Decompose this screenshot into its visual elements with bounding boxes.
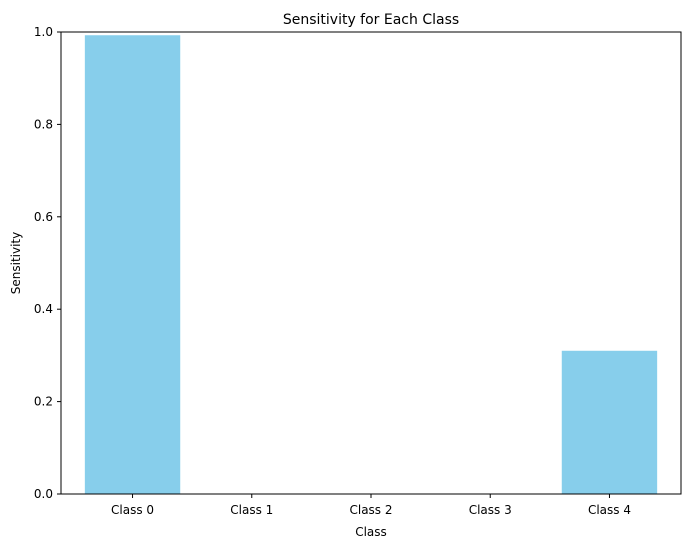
x-tick-label: Class 3 <box>469 503 512 517</box>
x-axis-ticks: Class 0 Class 1 Class 2 Class 3 Class 4 <box>111 494 631 517</box>
y-tick-label: 1.0 <box>34 25 53 39</box>
y-tick-label: 0.8 <box>34 117 53 131</box>
chart-title: Sensitivity for Each Class <box>283 12 459 28</box>
y-axis-label: Sensitivity <box>9 232 23 294</box>
x-tick-label: Class 1 <box>230 503 273 517</box>
x-tick-label: Class 4 <box>588 503 631 517</box>
y-tick-label: 0.2 <box>34 395 53 409</box>
x-tick-label: Class 0 <box>111 503 154 517</box>
bars-group <box>84 35 658 494</box>
y-axis-ticks: 0.0 0.2 0.4 0.6 0.8 1.0 <box>34 25 61 501</box>
bar-class-4 <box>561 350 658 494</box>
y-tick-label: 0.0 <box>34 487 53 501</box>
y-tick-label: 0.6 <box>34 210 53 224</box>
x-tick-label: Class 2 <box>349 503 392 517</box>
y-tick-label: 0.4 <box>34 302 53 316</box>
bar-class-0 <box>84 35 181 494</box>
x-axis-label: Class <box>355 525 387 539</box>
